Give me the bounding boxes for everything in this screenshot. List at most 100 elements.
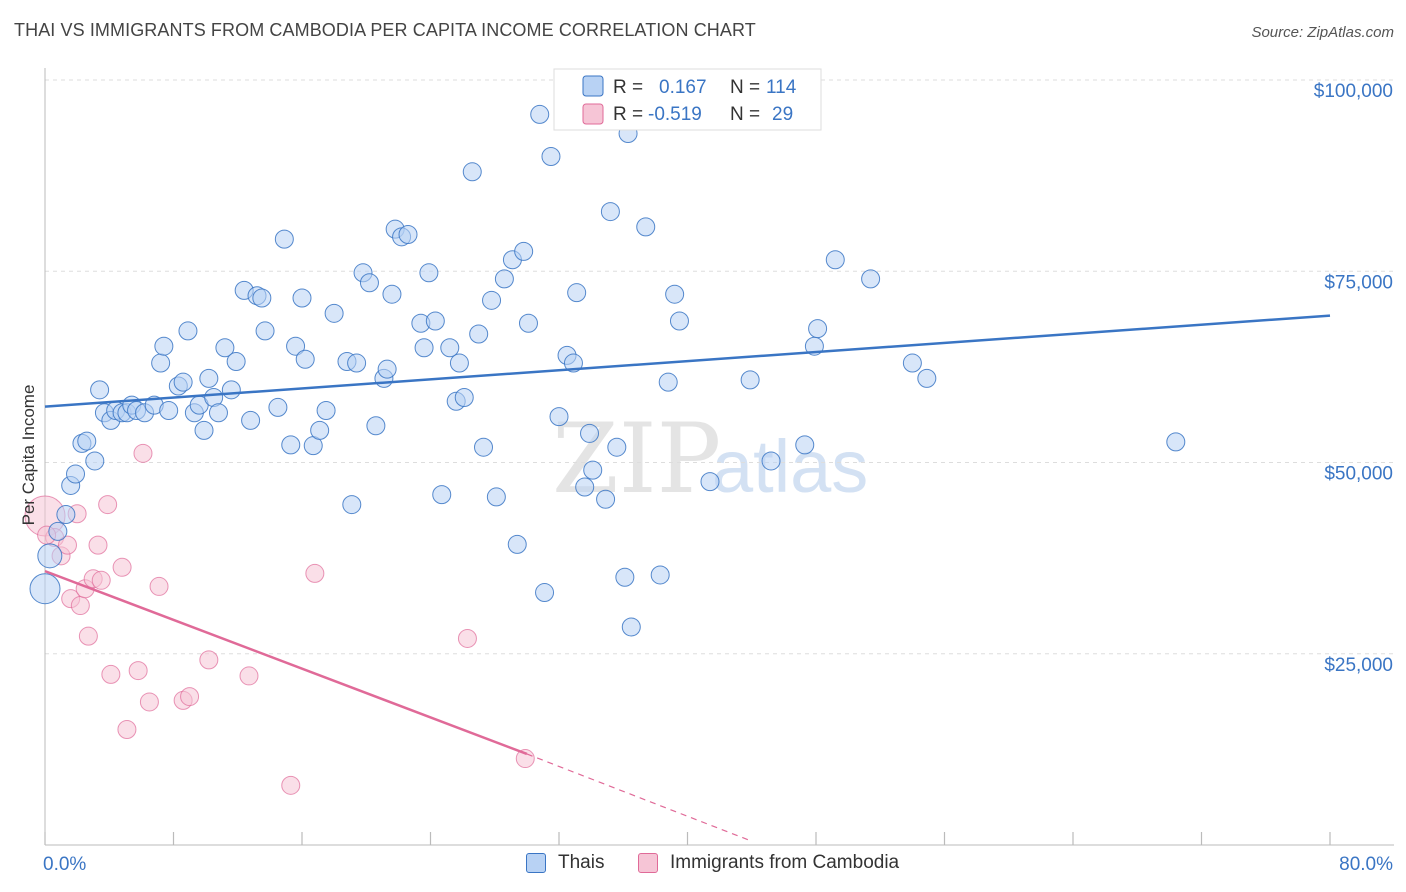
data-point-thais [454, 387, 474, 407]
data-point-thais [600, 202, 620, 222]
data-point-thais [77, 431, 97, 451]
data-point-thais [583, 460, 603, 480]
data-point-thais [514, 241, 534, 261]
data-point-thais [398, 225, 418, 245]
data-point-thais [295, 349, 315, 369]
data-point-thais [440, 338, 460, 358]
data-point-thais [917, 368, 937, 388]
data-point-thais [255, 321, 275, 341]
legend-r-value-2: -0.519 [648, 104, 702, 125]
data-point-thais [286, 336, 306, 356]
data-point-cambodia [457, 628, 477, 648]
legend-swatch-icon [638, 853, 658, 873]
data-point-thais [486, 487, 506, 507]
data-point-thais [292, 288, 312, 308]
data-point-thais [700, 472, 720, 492]
data-point-cambodia [515, 749, 535, 769]
data-point-thais [825, 250, 845, 270]
chart-source: Source: ZipAtlas.com [1251, 24, 1394, 41]
legend-r-label-1: R = [613, 77, 643, 98]
data-point-thais [359, 273, 379, 293]
legend-swatch-thais [582, 75, 604, 97]
data-point-cambodia [239, 666, 259, 686]
data-point-thais [37, 543, 63, 569]
data-point-thais [665, 284, 685, 304]
data-point-thais [414, 338, 434, 358]
data-point-thais [563, 353, 583, 373]
data-point-cambodia [117, 719, 137, 739]
data-point-thais [215, 338, 235, 358]
data-point-thais [382, 284, 402, 304]
data-point-thais [795, 435, 815, 455]
data-point-cambodia [199, 650, 219, 670]
data-point-thais [669, 311, 689, 331]
legend-n-value-2: 29 [772, 104, 793, 125]
data-point-thais [549, 407, 569, 427]
tick-labels: $25,000 $50,000 $75,000 $100,000 0.0% 80.0% [43, 81, 1393, 875]
data-point-thais [567, 283, 587, 303]
data-point-cambodia [78, 626, 98, 646]
data-point-thais [580, 423, 600, 443]
y-tick-label: $75,000 [1324, 272, 1393, 293]
data-point-thais [658, 372, 678, 392]
data-point-thais [316, 400, 336, 420]
data-point-thais [615, 567, 635, 587]
data-point-thais [541, 147, 561, 166]
data-point-thais [66, 464, 86, 484]
data-point-thais [462, 162, 482, 182]
data-point-thais [159, 400, 179, 420]
data-point-cambodia [70, 596, 90, 616]
bottom-legend-label-cambodia: Immigrants from Cambodia [670, 852, 900, 873]
series-thais-points [29, 104, 1186, 637]
data-point-thais [474, 437, 494, 457]
data-point-thais [518, 313, 538, 333]
data-point-thais [208, 403, 228, 423]
data-point-cambodia [112, 557, 132, 577]
data-point-cambodia [88, 535, 108, 555]
trend-lines [44, 314, 1331, 842]
data-point-thais [85, 451, 105, 471]
x-tick-label: 0.0% [43, 854, 86, 875]
data-point-thais [607, 437, 627, 457]
data-point-thais [808, 319, 828, 339]
data-point-thais [194, 420, 214, 440]
data-point-thais [268, 397, 288, 417]
legend-swatch-icon [526, 853, 546, 873]
data-point-thais [902, 353, 922, 373]
data-point-thais [494, 269, 514, 289]
trend-line-cambodia [44, 569, 528, 756]
legend-n-label-1: N = [730, 77, 760, 98]
data-point-cambodia [139, 692, 159, 712]
data-point-cambodia [133, 443, 153, 463]
legend-n-value-1: 114 [766, 77, 797, 98]
chart-title: THAI VS IMMIGRANTS FROM CAMBODIA PER CAP… [14, 20, 756, 40]
data-point-thais [419, 263, 439, 283]
data-point-cambodia [180, 687, 200, 707]
data-point-thais [425, 311, 445, 331]
data-point-thais [221, 380, 241, 400]
data-point-thais [56, 505, 76, 525]
data-point-cambodia [128, 661, 148, 681]
data-point-thais [178, 321, 198, 341]
data-point-cambodia [101, 664, 121, 684]
data-point-thais [449, 353, 469, 373]
x-tick-label: 80.0% [1339, 854, 1393, 875]
bottom-legend-label-thais: Thais [558, 852, 605, 873]
bottom-legend-item-cambodia: Immigrants from Cambodia [638, 852, 899, 874]
data-point-cambodia [98, 495, 118, 515]
y-tick-label: $100,000 [1314, 81, 1393, 102]
data-point-thais [650, 565, 670, 585]
gridlines [45, 79, 1394, 655]
data-point-thais [199, 368, 219, 388]
watermark-atlas: atlas [712, 425, 868, 508]
watermark-zip: ZIP [552, 403, 721, 515]
data-point-cambodia [281, 775, 301, 795]
trend-line-thais [44, 314, 1331, 408]
data-point-thais [324, 303, 344, 323]
data-point-thais [621, 617, 641, 637]
data-point-thais [226, 352, 246, 372]
data-point-thais [482, 290, 502, 310]
legend-n-label-2: N = [730, 104, 760, 125]
data-point-thais [29, 573, 61, 605]
data-point-thais [761, 451, 781, 471]
